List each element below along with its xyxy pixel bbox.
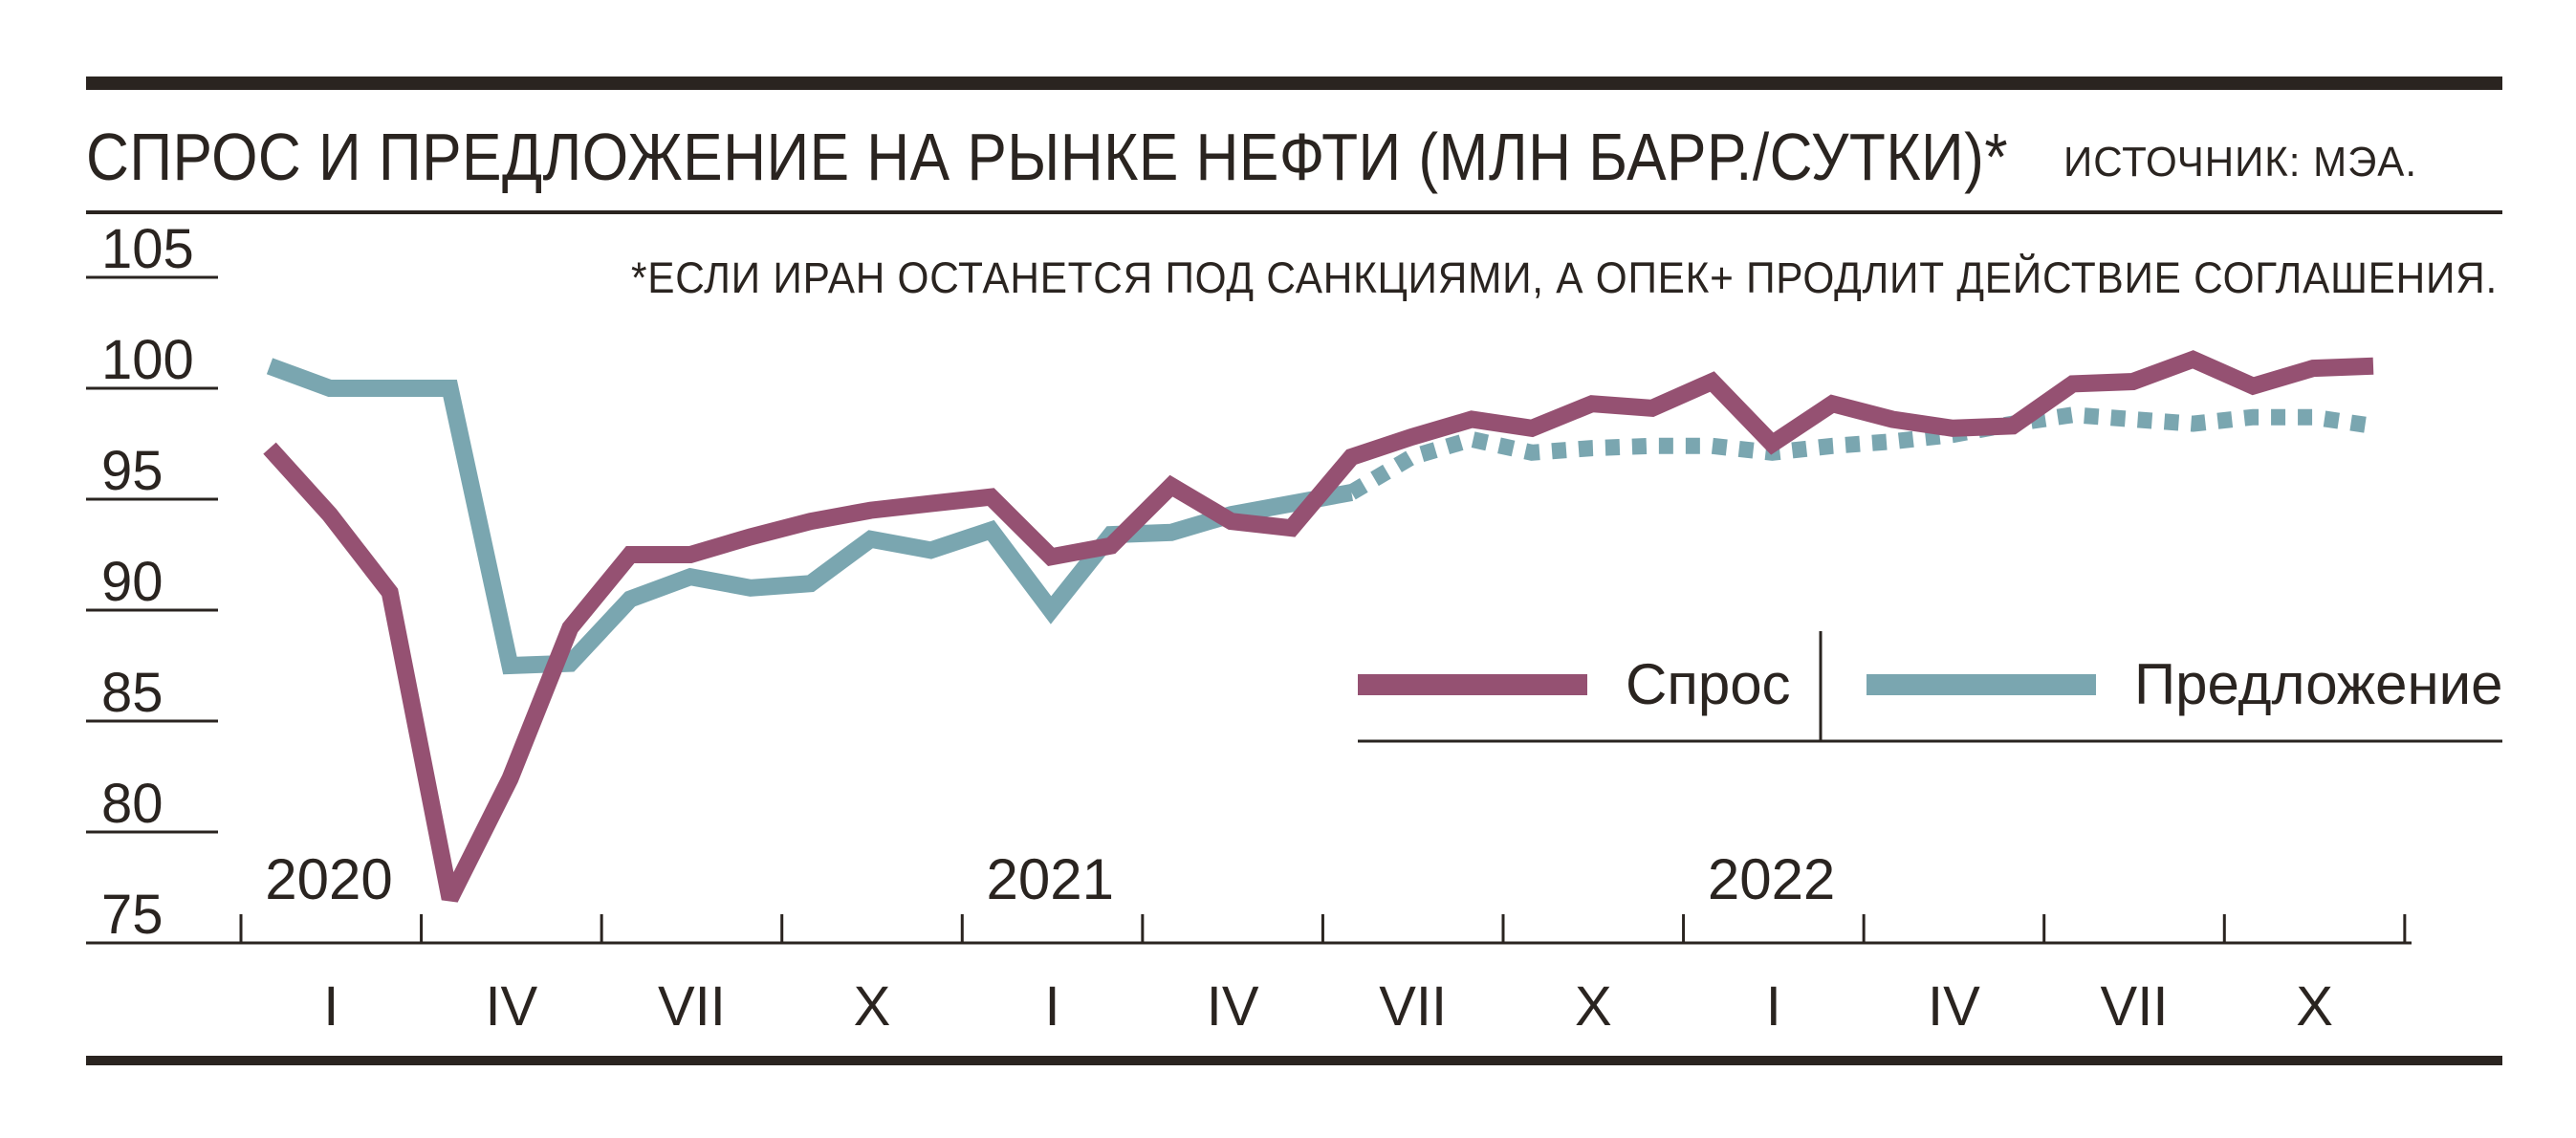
- bottom-rule: [86, 1056, 2502, 1065]
- series-line-supply: [266, 358, 1354, 675]
- quarter-label: I: [323, 975, 338, 1038]
- y-tick-label: 105: [101, 218, 194, 280]
- quarter-label: VII: [1379, 975, 1447, 1038]
- y-tick-label: 80: [101, 773, 164, 835]
- series-line-supply-forecast: [1347, 406, 2375, 500]
- legend-supply-label: Предложение: [2134, 652, 2502, 716]
- chart-footnote: *ЕСЛИ ИРАН ОСТАНЕТСЯ ПОД САНКЦИЯМИ, А ОП…: [631, 253, 2498, 302]
- series-group: [263, 350, 2375, 903]
- chart-source: ИСТОЧНИК: МЭА.: [2063, 139, 2417, 186]
- quarter-label: IV: [1928, 975, 1980, 1038]
- year-labels: 2020 2021 2022: [265, 847, 1835, 911]
- year-label: 2020: [265, 847, 392, 911]
- quarter-label: I: [1045, 975, 1060, 1038]
- year-label: 2021: [987, 847, 1114, 911]
- y-tick-label: 100: [101, 329, 194, 391]
- quarter-label: VII: [658, 975, 726, 1038]
- quarter-label: X: [2296, 975, 2333, 1038]
- quarter-label: I: [1766, 975, 1781, 1038]
- quarter-label: VII: [2101, 975, 2169, 1038]
- y-tick-label: 95: [101, 440, 164, 502]
- y-tick-label: 85: [101, 662, 164, 724]
- quarter-labels: I IV VII X I IV VII X I IV VII X: [323, 975, 2333, 1038]
- top-rule: [86, 77, 2502, 90]
- y-tick-label: 75: [101, 884, 164, 946]
- x-ticks: [239, 914, 2407, 943]
- quarter-label: IV: [485, 975, 537, 1038]
- quarter-label: X: [1575, 975, 1612, 1038]
- quarter-label: X: [854, 975, 891, 1038]
- legend: Спрос Предложение: [1358, 631, 2502, 743]
- quarter-label: IV: [1207, 975, 1259, 1038]
- y-tick-labels: 75 80 85 90 95 100 105: [101, 218, 194, 946]
- y-tick-lines: [86, 275, 218, 834]
- legend-demand-label: Спрос: [1626, 652, 1791, 716]
- chart-title: СПРОС И ПРЕДЛОЖЕНИЕ НА РЫНКЕ НЕФТИ (МЛН …: [86, 120, 2008, 194]
- series-line-demand: [263, 350, 2374, 903]
- year-label: 2022: [1708, 847, 1835, 911]
- title-rule: [86, 210, 2502, 214]
- y-tick-label: 90: [101, 551, 164, 613]
